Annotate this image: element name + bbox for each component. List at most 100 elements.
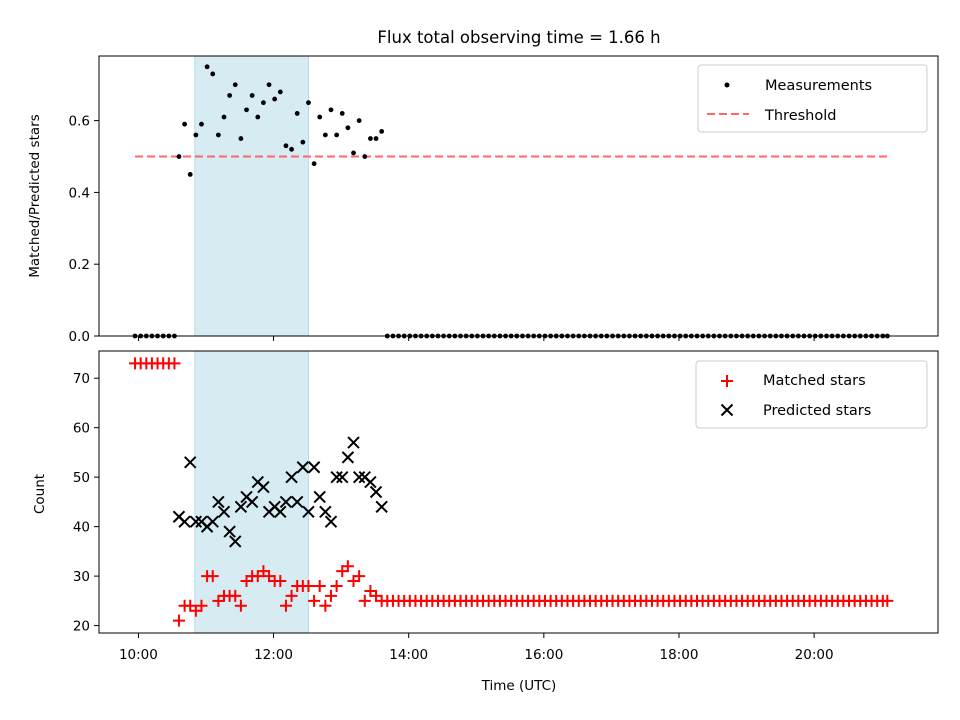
predicted-star-point: [319, 505, 332, 518]
predicted-star-point: [352, 470, 366, 484]
predicted-star-point: [364, 475, 377, 489]
measurement-point: [283, 143, 289, 149]
bottom-y-tick-label: 30: [73, 569, 90, 585]
top-y-tick-label: 0.2: [69, 257, 90, 273]
matched-star-point: [319, 599, 332, 612]
measurement-point: [176, 154, 182, 159]
predicted-star-point: [285, 470, 298, 484]
measurement-point: [345, 125, 351, 131]
predicted-star-point: [223, 525, 236, 538]
measurement-point: [266, 82, 272, 88]
bottom-panel: 20 30 40 50 60 70 10:00 12:00 14:00 16:00 18:00 20…: [32, 350, 939, 694]
measurement-point: [215, 132, 221, 138]
x-tick-label: 10:00: [119, 647, 158, 663]
top-y-tick-label: 0.0: [69, 329, 90, 345]
matched-star-point: [353, 570, 366, 583]
matched-star-point: [330, 580, 343, 592]
predicted-star-point: [274, 505, 287, 518]
measurement-point: [193, 132, 199, 138]
predicted-star-point: [234, 500, 248, 514]
measurement-point: [351, 150, 356, 156]
measurement-point: [210, 71, 216, 77]
matched-star-point: [172, 614, 185, 627]
top-y-axis-label: Matched/Predicted stars: [27, 114, 43, 277]
legend-predicted-marker: [720, 403, 734, 417]
matched-star-point: [313, 580, 326, 592]
predicted-star-point: [302, 505, 315, 518]
measurement-point: [272, 96, 278, 102]
measurement-point: [204, 64, 210, 70]
x-tick-label: 16:00: [524, 647, 563, 663]
matched-star-point: [358, 594, 371, 607]
matched-star-point: [324, 589, 337, 602]
matched-star-point: [881, 594, 894, 607]
measurement-point: [368, 136, 373, 141]
predicted-star-point: [212, 495, 225, 509]
predicted-star-point: [330, 470, 343, 484]
measurement-point: [306, 100, 311, 106]
x-tick-label: 18:00: [660, 647, 699, 663]
measurement-point: [199, 121, 204, 127]
matched-star-point: [279, 599, 292, 612]
legend-measurements-marker: [724, 82, 730, 88]
predicted-star-point: [245, 495, 259, 509]
predicted-star-point: [341, 451, 355, 464]
measurement-point: [261, 100, 266, 106]
predicted-star-point: [229, 535, 242, 548]
measurement-point: [244, 107, 249, 113]
bottom-y-tick-label: 70: [73, 371, 90, 387]
x-tick-label: 14:00: [389, 647, 428, 663]
legend-measurements-label: Measurements: [765, 78, 872, 94]
predicted-star-point: [290, 495, 304, 509]
measurement-point: [232, 82, 238, 88]
measurement-point: [356, 118, 362, 124]
measurement-point: [227, 93, 233, 98]
measurement-point: [182, 121, 187, 127]
measurement-point: [373, 136, 379, 141]
top-panel: 0.0 0.2 0.4 0.6 Matched/Predicted stars Mea…: [27, 55, 939, 345]
top-legend-box: [697, 64, 928, 133]
bottom-legend-box: [695, 360, 928, 429]
bottom-y-tick-label: 40: [73, 520, 90, 536]
matched-star-point: [274, 575, 287, 588]
predicted-star-point: [324, 515, 338, 528]
matched-star-point: [285, 589, 298, 602]
measurement-point: [339, 111, 345, 116]
measurement-point: [238, 136, 244, 141]
measurement-point: [294, 111, 300, 116]
matched-star-point: [195, 599, 208, 612]
x-tick-label: 20:00: [795, 647, 834, 663]
bottom-plot-frame: [98, 350, 939, 634]
predicted-star-point: [279, 495, 293, 509]
predicted-star-point: [336, 470, 349, 484]
top-y-tick-label: 0.4: [69, 185, 90, 201]
measurement-point: [187, 172, 193, 177]
predicted-star-point: [206, 515, 219, 528]
predicted-star-point: [347, 436, 360, 449]
legend-predicted-label: Predicted stars: [763, 403, 871, 419]
measurement-point: [289, 146, 294, 152]
measurement-point: [328, 107, 334, 113]
predicted-star-point: [369, 485, 383, 499]
measurement-point: [311, 161, 317, 167]
matched-star-point: [308, 594, 321, 607]
matched-star-point: [168, 357, 181, 370]
predicted-star-point: [296, 461, 310, 474]
top-shaded-interval: [194, 55, 309, 337]
measurement-point: [249, 93, 255, 98]
matched-star-point: [302, 580, 315, 592]
x-axis-label: Time (UTC): [481, 678, 557, 694]
predicted-star-point: [189, 515, 203, 528]
measurement-point: [322, 132, 328, 138]
measurement-point: [277, 89, 283, 95]
bottom-legend: Matched stars Predicted stars: [695, 360, 928, 429]
legend-threshold-label: Threshold: [764, 108, 836, 124]
top-plot-frame: [98, 55, 939, 337]
matched-star-point: [229, 589, 242, 602]
matched-star-point: [234, 599, 247, 612]
predicted-star-point: [184, 456, 197, 469]
x-tick-label: 12:00: [254, 647, 293, 663]
predicted-star-point: [257, 480, 270, 494]
measurement-point: [221, 114, 227, 120]
